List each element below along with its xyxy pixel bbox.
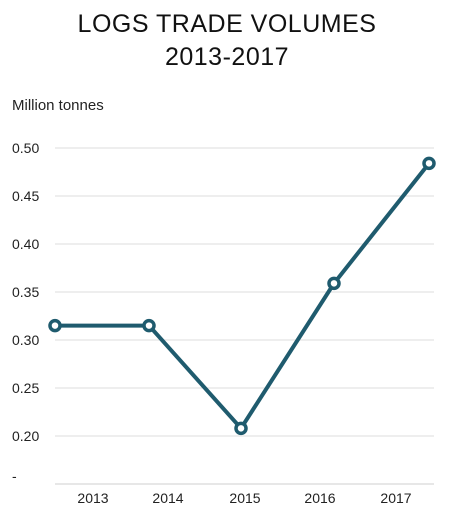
y-tick-label: 0.20 [12, 428, 39, 444]
x-tick-label: 2014 [152, 490, 183, 506]
data-point [327, 276, 341, 291]
series-line [53, 161, 431, 431]
x-tick-label: 2015 [229, 490, 260, 506]
y-tick-label: 0.35 [12, 284, 39, 300]
data-point [234, 421, 248, 436]
y-tick-label: - [12, 468, 17, 484]
chart-title-line-1: LOGS TRADE VOLUMES [77, 10, 377, 38]
y-tick-label: 0.45 [12, 188, 39, 204]
data-point [48, 318, 62, 333]
data-point [422, 156, 436, 171]
y-axis-label: Million tonnes [12, 97, 104, 114]
y-tick-label: 0.40 [12, 236, 39, 252]
chart-title: LOGS TRADE VOLUMES 2013-2017 [0, 8, 454, 74]
chart-title-line-2: 2013-2017 [164, 43, 290, 71]
x-tick-label: 2016 [304, 490, 335, 506]
x-tick-label: 2017 [380, 490, 411, 506]
y-tick-label: 0.30 [12, 332, 39, 348]
data-point [142, 318, 156, 333]
y-tick-label: 0.25 [12, 380, 39, 396]
y-tick-label: 0.50 [12, 140, 39, 156]
x-tick-label: 2013 [77, 490, 108, 506]
